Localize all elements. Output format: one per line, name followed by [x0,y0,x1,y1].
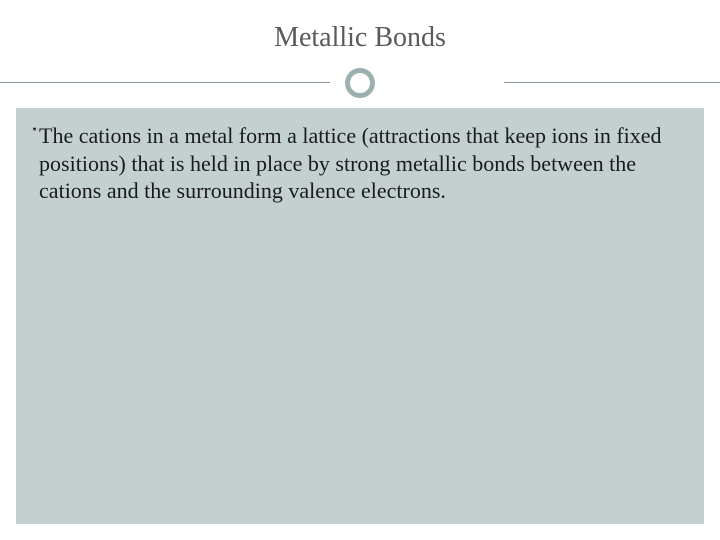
body-paragraph: The cations in a metal form a lattice (a… [39,122,688,205]
content-box: ་ The cations in a metal form a lattice … [16,108,704,524]
divider-circle-icon [345,68,375,98]
divider-line-right [504,82,720,83]
title-area: Metallic Bonds [0,0,720,54]
slide-title: Metallic Bonds [0,22,720,54]
divider-line-left [0,82,330,83]
title-divider [0,64,720,104]
slide: Metallic Bonds ་ The cations in a metal … [0,0,720,540]
bullet-item: ་ The cations in a metal form a lattice … [32,122,688,205]
bullet-icon: ་ [32,122,37,152]
